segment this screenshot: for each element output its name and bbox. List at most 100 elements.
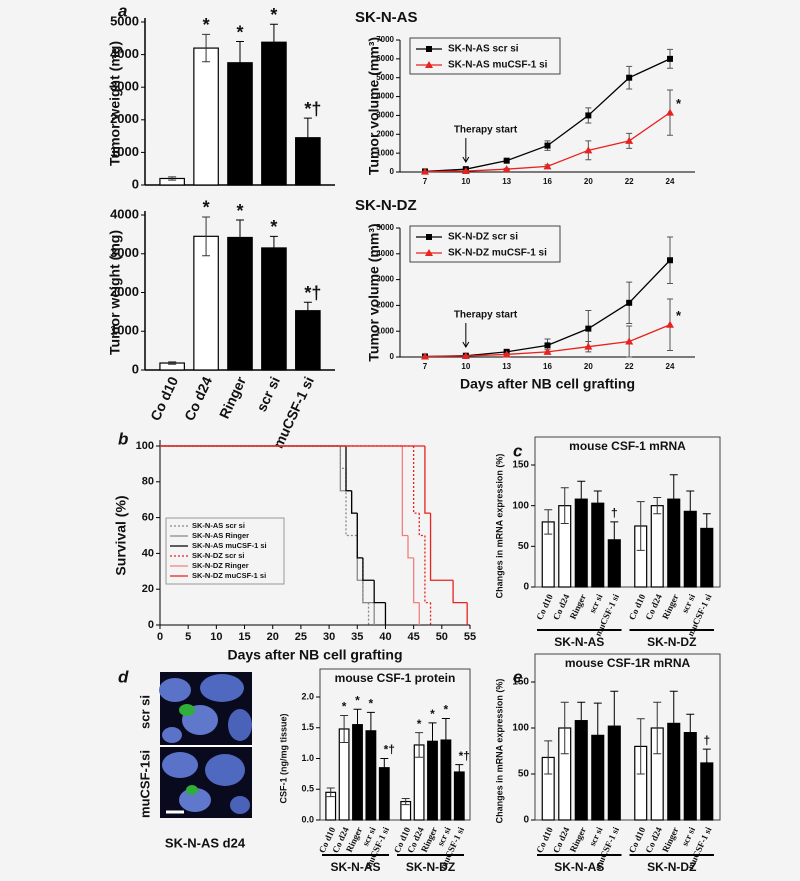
y-tick-label: 1000 <box>110 323 139 338</box>
error-bar <box>168 176 177 181</box>
group-label: SK-N-DZ <box>647 860 696 874</box>
micrograph-label: muCSF-1si <box>137 750 152 818</box>
error-bar <box>686 713 695 752</box>
survival-step <box>412 446 420 514</box>
error-bar <box>340 714 349 744</box>
stain <box>179 704 195 716</box>
y-axis-label: Changes in mRNA expression (%) <box>494 679 504 824</box>
y-tick-label: 50 <box>518 541 530 552</box>
y-tick-label: 2000 <box>376 129 394 138</box>
annotation-arrow <box>462 138 470 163</box>
error-bar <box>269 235 278 261</box>
panel-label: d <box>118 667 129 686</box>
panel-label: b <box>118 429 128 448</box>
y-tick-label: 4000 <box>376 92 394 101</box>
error-bar <box>353 708 362 741</box>
y-tick-label: 50 <box>518 769 530 780</box>
legend-box <box>409 225 561 263</box>
y-tick-label: 100 <box>512 723 529 734</box>
point <box>461 351 470 359</box>
error-bar <box>577 480 586 518</box>
legend-label: SK-N-DZ scr si <box>192 551 245 560</box>
y-axis-label: Survival (%) <box>113 495 129 575</box>
error-bar <box>415 732 424 758</box>
panel-label: e <box>513 667 522 686</box>
y-tick-label: 100 <box>136 440 154 452</box>
cell <box>159 678 191 702</box>
micrograph-caption: SK-N-AS d24 <box>165 835 246 850</box>
significance-mark: * <box>355 693 360 707</box>
point <box>625 337 634 345</box>
error-bar <box>544 740 553 775</box>
survival-step <box>452 580 468 604</box>
error-bar <box>236 219 244 256</box>
chart-title: mouse CSF-1R mRNA <box>565 656 691 670</box>
legend-box <box>165 517 285 585</box>
y-tick-label: 7000 <box>376 35 394 44</box>
x-tick-label: 50 <box>436 631 448 643</box>
survival-step <box>345 446 352 492</box>
cell <box>228 709 252 741</box>
error-bar <box>593 490 602 516</box>
bar <box>261 247 287 371</box>
point <box>626 299 633 306</box>
y-tick-label: 6000 <box>376 54 394 63</box>
y-tick-label: 150 <box>512 460 529 471</box>
error-bar <box>168 361 177 365</box>
y-tick-label: 1000 <box>376 148 394 157</box>
point <box>625 136 634 144</box>
legend-label: SK-N-AS Ringer <box>192 531 249 540</box>
x-tick-label: 7 <box>423 362 428 371</box>
error-bar <box>303 301 312 320</box>
legend-marker <box>426 46 432 52</box>
significance-mark: *† <box>304 99 321 119</box>
error-bar <box>702 513 711 544</box>
survival-step <box>356 535 363 559</box>
micrograph: scr si muCSF-1si SK-N-AS d24 <box>137 672 252 850</box>
annotation: Therapy start <box>454 310 518 321</box>
x-tick-label: scr si <box>587 592 605 614</box>
chart-title: mouse CSF-1 mRNA <box>569 439 686 453</box>
error-bar <box>401 797 410 806</box>
y-tick-label: 0.0 <box>301 814 314 824</box>
y-tick-label: 150 <box>512 677 529 688</box>
x-tick-label: 22 <box>625 362 634 371</box>
y-axis-label: Tumor weight (mg) <box>107 41 123 166</box>
significance-mark: * <box>444 703 449 717</box>
bar <box>261 41 287 186</box>
significance-mark: † <box>703 733 710 747</box>
x-tick-label: 0 <box>157 631 163 643</box>
cell <box>162 752 198 778</box>
y-tick-label: 1000 <box>110 144 139 159</box>
y-tick-label: 0 <box>523 815 529 826</box>
survival-step <box>429 513 454 581</box>
cell <box>162 727 182 743</box>
annotation-arrow <box>462 323 470 348</box>
error-bar <box>380 758 389 778</box>
x-tick-label: 20 <box>584 177 593 186</box>
bar <box>650 505 664 588</box>
legend-label: SK-N-AS scr si <box>448 44 519 55</box>
survival-step <box>412 557 420 604</box>
error-bar <box>610 521 619 559</box>
legend-label: SK-N-AS muCSF-1 si <box>448 60 548 71</box>
chart-title: SK-N-DZ <box>355 197 417 214</box>
y-axis-label: Changes in mRNA expression (%) <box>494 454 504 599</box>
point <box>461 167 470 175</box>
y-tick-label: 20 <box>142 583 154 595</box>
significance-mark: * <box>270 5 277 25</box>
x-tick-label: 5 <box>185 631 191 643</box>
x-axis-label: Days after NB cell grafting <box>460 376 635 392</box>
x-tick-label: 10 <box>210 631 222 643</box>
series-line <box>424 58 671 173</box>
x-tick-label: scr si <box>680 825 698 847</box>
point <box>543 162 552 170</box>
y-tick-label: 80 <box>142 476 154 488</box>
significance-mark: * <box>236 22 243 42</box>
error-bar <box>653 701 662 755</box>
x-tick-label: scr si <box>253 374 283 414</box>
point <box>584 146 593 154</box>
panel-label: c <box>513 441 523 460</box>
significance-mark: * <box>369 697 374 711</box>
error-bar <box>593 702 602 769</box>
